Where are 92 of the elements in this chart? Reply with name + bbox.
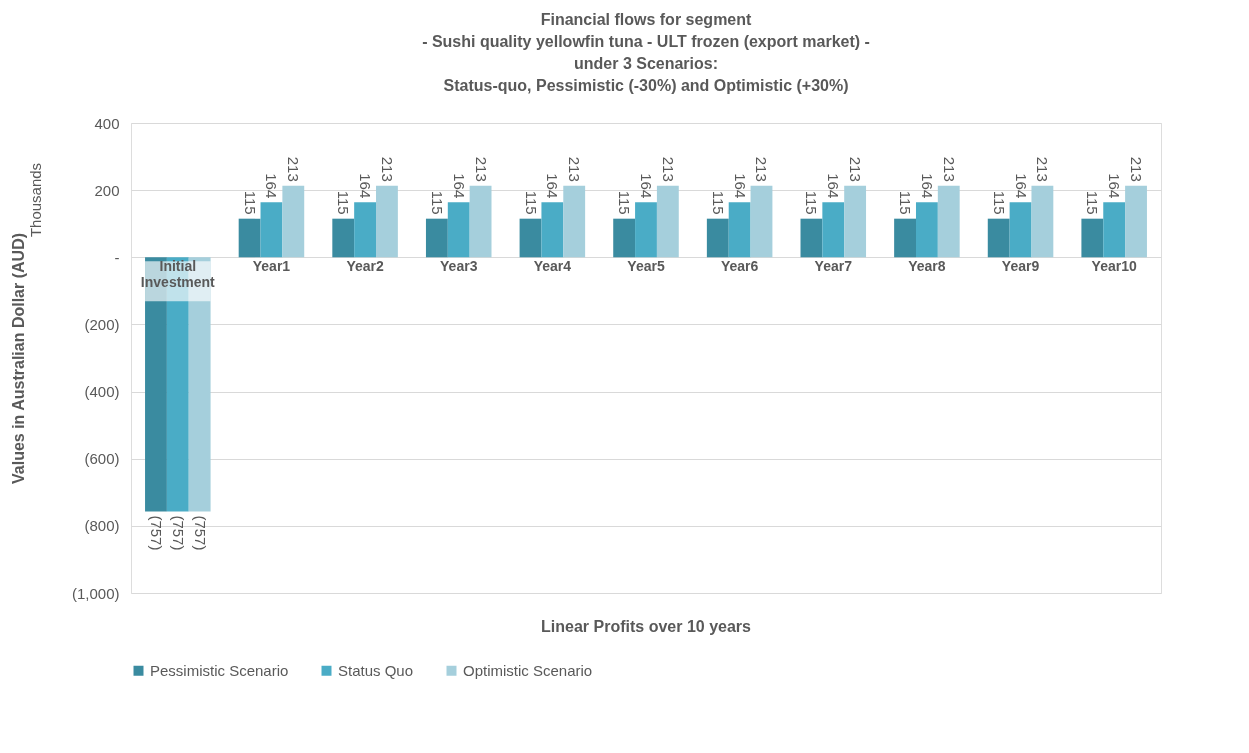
data-label: 213 bbox=[753, 156, 771, 182]
data-label: 115 bbox=[522, 190, 540, 215]
data-label: 213 bbox=[1128, 156, 1146, 182]
bar bbox=[987, 218, 1010, 258]
data-label: (757) bbox=[191, 515, 209, 551]
bar bbox=[282, 185, 305, 258]
y-tick-label: (800) bbox=[84, 517, 120, 535]
bar bbox=[425, 218, 448, 258]
bar bbox=[354, 202, 377, 258]
bar bbox=[1103, 202, 1126, 258]
data-label: 115 bbox=[241, 190, 259, 215]
data-label: 213 bbox=[472, 156, 490, 182]
text: - Sushi quality yellowfin tuna - ULT frozen (export market) - bbox=[422, 33, 870, 50]
data-label: 164 bbox=[1012, 173, 1030, 199]
x-tick-label: Year2 bbox=[346, 257, 384, 274]
data-label: 213 bbox=[847, 156, 865, 182]
x-tick-label: Year10 bbox=[1091, 257, 1137, 274]
bar bbox=[635, 202, 657, 258]
bar bbox=[238, 218, 261, 258]
data-label: 164 bbox=[544, 173, 562, 199]
data-label: 213 bbox=[1034, 156, 1052, 182]
data-label: 115 bbox=[1084, 190, 1102, 215]
bar bbox=[937, 185, 960, 258]
data-label: 213 bbox=[940, 156, 958, 182]
data-label: 213 bbox=[285, 156, 303, 182]
x-tick-label: Year4 bbox=[533, 257, 572, 274]
data-label: 164 bbox=[1106, 173, 1124, 199]
data-label: 164 bbox=[450, 173, 468, 199]
bar bbox=[728, 202, 751, 258]
data-label: 115 bbox=[428, 190, 446, 215]
y-tick-label: 200 bbox=[94, 181, 120, 199]
data-label: 164 bbox=[731, 173, 749, 199]
x-tick-label: Year5 bbox=[627, 257, 665, 274]
data-label: 115 bbox=[803, 190, 821, 215]
bar bbox=[750, 185, 773, 258]
bar bbox=[447, 202, 470, 258]
y-axis-title: Values in Australian Dollar (AUD) bbox=[9, 232, 27, 485]
legend-label: Pessimistic Scenario bbox=[150, 661, 289, 679]
x-tick-label: Initial Investment bbox=[140, 257, 216, 290]
y-tick-label: - bbox=[114, 248, 120, 266]
data-label: 164 bbox=[638, 173, 655, 199]
bar bbox=[706, 218, 729, 258]
data-label: 164 bbox=[357, 173, 375, 199]
bar bbox=[260, 202, 283, 258]
data-label: 115 bbox=[335, 190, 353, 215]
data-label: 213 bbox=[659, 156, 677, 182]
bar bbox=[1125, 185, 1147, 258]
bar bbox=[822, 202, 845, 258]
bar bbox=[800, 218, 823, 258]
text: Financial flows for segment bbox=[540, 11, 752, 28]
bar bbox=[563, 185, 586, 258]
y-tick-label: 400 bbox=[94, 114, 120, 132]
text: under 3 Scenarios: bbox=[573, 55, 719, 72]
bar bbox=[541, 202, 564, 258]
text: Status-quo, Pessimistic (-30%) and Optimistic (+30%) bbox=[443, 77, 849, 94]
bar bbox=[469, 185, 492, 258]
x-tick-label: Year8 bbox=[908, 257, 946, 274]
data-label: 213 bbox=[378, 156, 396, 182]
x-tick-label: Year6 bbox=[720, 257, 759, 274]
y-tick-label: (1,000) bbox=[71, 584, 120, 602]
data-label: 115 bbox=[709, 190, 727, 215]
legend-label: Optimistic Scenario bbox=[463, 661, 593, 679]
bar bbox=[656, 185, 679, 258]
data-label: 213 bbox=[566, 156, 584, 182]
bar bbox=[915, 202, 938, 258]
bar bbox=[1031, 185, 1054, 258]
data-label: 164 bbox=[825, 173, 843, 199]
x-tick-label: Year1 bbox=[252, 257, 291, 274]
y-tick-label: (200) bbox=[84, 315, 120, 333]
bar bbox=[894, 218, 916, 258]
y-tick-label: (600) bbox=[84, 450, 120, 468]
data-label: 115 bbox=[616, 190, 634, 215]
data-label: 164 bbox=[263, 173, 281, 199]
bar bbox=[1081, 218, 1104, 258]
data-label: 115 bbox=[990, 190, 1008, 215]
bar bbox=[1009, 202, 1032, 258]
bar bbox=[844, 185, 867, 258]
bar bbox=[376, 185, 398, 258]
data-label: (757) bbox=[169, 515, 187, 551]
bar bbox=[613, 218, 636, 258]
y-tick-label: (400) bbox=[84, 383, 120, 401]
data-label: 164 bbox=[918, 173, 936, 199]
x-tick-label: Year3 bbox=[440, 257, 478, 274]
text: Thousands bbox=[27, 162, 44, 238]
x-tick-label: Year7 bbox=[814, 257, 853, 274]
data-label: (757) bbox=[147, 515, 165, 551]
x-axis-title: Linear Profits over 10 years bbox=[541, 618, 752, 635]
bar bbox=[332, 218, 355, 258]
data-label: 115 bbox=[897, 190, 915, 215]
bar bbox=[519, 218, 542, 258]
x-tick-label: Year9 bbox=[1001, 257, 1040, 274]
legend-label: Status Quo bbox=[338, 661, 414, 679]
